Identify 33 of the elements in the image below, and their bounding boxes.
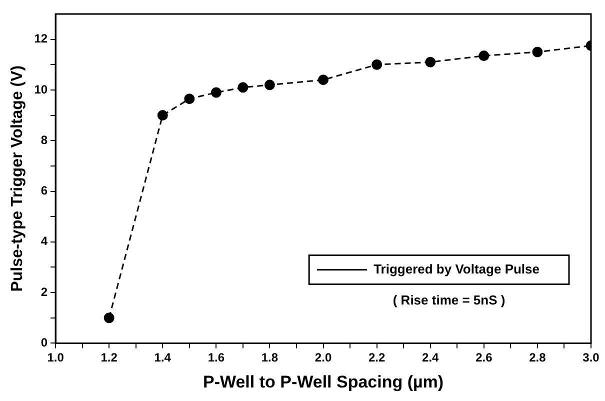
- x-tick-label: 2.8: [529, 350, 546, 365]
- x-tick-label: 2.2: [368, 350, 386, 365]
- y-tick-label: 8: [40, 132, 48, 147]
- point: [532, 46, 543, 58]
- y-tick-label: 10: [34, 82, 48, 96]
- point: [210, 87, 222, 98]
- point: [372, 59, 382, 70]
- point: [184, 94, 195, 104]
- x-tick-label: 1.8: [261, 350, 278, 365]
- legend-label: Triggered by Voltage Pulse: [374, 261, 540, 276]
- y-tick-label: 0: [40, 336, 48, 350]
- x-tick-label: 2.6: [476, 350, 493, 365]
- x-tick-label: 1.0: [47, 350, 64, 365]
- point: [104, 312, 114, 324]
- x-tick-label: 1.4: [154, 350, 172, 365]
- x-axis-title: P-Well to P-Well Spacing (µm): [202, 372, 444, 392]
- y-axis-title: Pulse-type Trigger Voltage (V): [9, 65, 26, 292]
- x-tick-label: 1.6: [208, 350, 225, 365]
- point: [264, 80, 275, 90]
- y-tick-label: 6: [40, 184, 48, 198]
- y-tick-label: 2: [40, 284, 48, 299]
- point: [478, 50, 490, 62]
- y-tick-label: 4: [40, 234, 48, 248]
- x-tick-label: 2.4: [422, 350, 440, 365]
- x-tick-label: 2.0: [314, 350, 332, 365]
- point: [238, 82, 248, 93]
- y-tick-label: 12: [34, 32, 48, 46]
- point: [318, 74, 329, 86]
- annotation: ( Rise time = 5nS ): [392, 292, 506, 308]
- point: [157, 110, 168, 121]
- x-tick-label: 1.2: [100, 350, 118, 365]
- x-tick-label: 3.0: [582, 350, 600, 365]
- point: [425, 56, 436, 68]
